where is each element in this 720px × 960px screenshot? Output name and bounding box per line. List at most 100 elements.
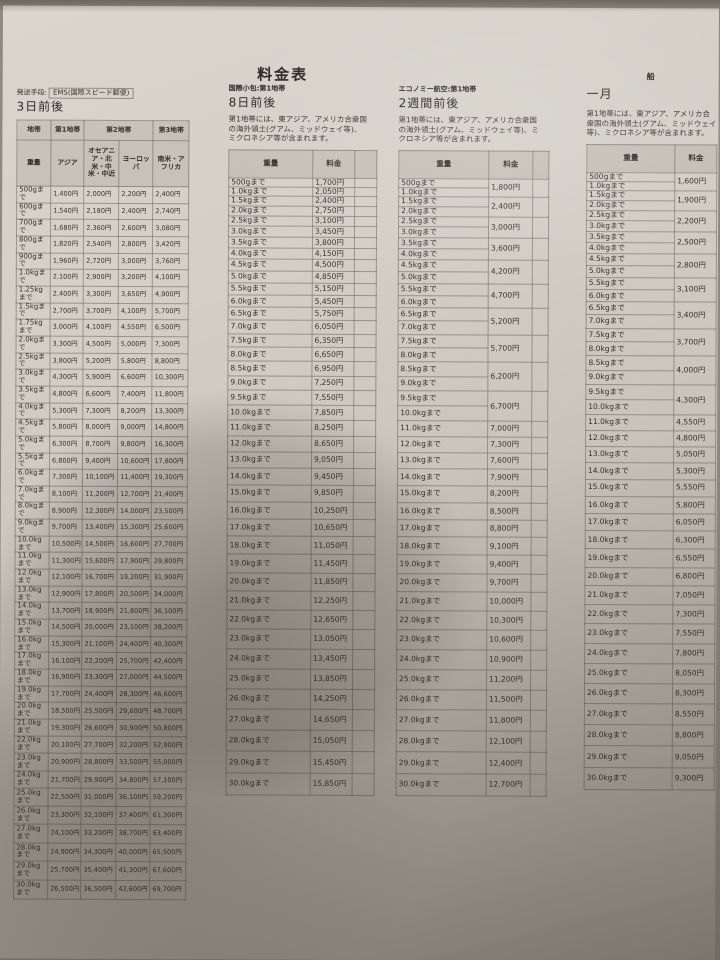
weight-cell: 8.0kgまで	[227, 347, 313, 362]
fee-cell: 5,550円	[673, 479, 716, 497]
weight-cell: 6.0kgまで	[586, 289, 675, 303]
weight-cell: 24.0kgまで	[226, 648, 311, 669]
ems-fee-cell: 8,700円	[82, 436, 118, 453]
table-row: 28.0kgまで 8,800円	[584, 724, 715, 747]
weight-cell: 12.0kgまで	[397, 436, 488, 453]
empty-cell	[531, 421, 548, 438]
ems-fee-cell: 18,500円	[48, 702, 82, 720]
empty-cell	[353, 361, 376, 377]
ems-fee-cell: 19,200円	[117, 569, 152, 587]
fee-cell: 8,800円	[487, 519, 532, 538]
weight-cell: 16.0kgまで	[397, 502, 488, 520]
empty-cell	[353, 502, 376, 520]
empty-cell	[354, 248, 377, 260]
ems-fee-cell: 1,820円	[50, 236, 84, 253]
table-row: 17.0kgまで 8,800円	[397, 519, 548, 538]
fee-cell: 6,300円	[673, 531, 716, 550]
ems-fee-cell: 13,300円	[151, 403, 189, 420]
table-row: 23.0kgまで 13,050円	[226, 629, 375, 650]
ems-fee-cell: 25,700円	[116, 652, 151, 670]
empty-cell	[353, 347, 377, 362]
page-title: 料金表	[257, 65, 309, 84]
table-row: 23.0kgまで 10,600円	[396, 629, 547, 651]
ems-fee-cell: 18,900円	[82, 602, 118, 620]
weight-cell: 22.0kgまで	[396, 610, 487, 631]
ems-fee-cell: 3,760円	[152, 253, 189, 271]
sea-zone-note: 第1地帯には、東アジア、アメリカ合衆国の海外領土(グアム、ミッドウェイ等)、ミク…	[586, 108, 717, 138]
ems-fee-cell: 11,800円	[152, 386, 189, 404]
weight-cell: 26.0kgまで	[396, 689, 487, 711]
table-row: 7.5kgまで 5,700円	[398, 334, 549, 363]
weight-cell: 13.0kgまで	[585, 446, 674, 463]
ems-weight-cell: 600gまで	[16, 202, 51, 220]
table-row: 21.0kgまで 19,300円 26,600円 30,900円 50,800円	[14, 719, 187, 737]
table-row: 5.5kgまで 5,150円	[228, 282, 377, 296]
ems-weight-cell: 18.0kgまで	[14, 669, 49, 686]
weight-cell: 19.0kgまで	[397, 554, 488, 574]
weight-cell: 14.0kgまで	[397, 468, 488, 486]
ems-fee-cell: 19,300円	[48, 719, 82, 737]
table-row: 8.0kgまで 6,650円	[227, 347, 377, 362]
ems-fee-cell: 35,400円	[80, 861, 117, 881]
fee-cell: 13,850円	[310, 668, 353, 690]
table-row: 28.0kgまで 12,100円	[396, 730, 547, 753]
fee-cell: 5,450円	[312, 295, 355, 308]
table-row: 5.0kgまで 4,850円	[228, 270, 377, 284]
empty-cell	[354, 334, 377, 348]
table-row: 21.0kgまで 10,000円	[396, 591, 547, 612]
table-row: 21.0kgまで 7,050円	[584, 585, 715, 606]
weight-cell: 26.0kgまで	[226, 688, 311, 710]
table-row: 13.0kgまで 12,900円 17,800円 20,500円 34,000円	[14, 585, 188, 604]
fee-cell: 4,150円	[312, 247, 355, 260]
fee-cell: 9,100円	[487, 537, 532, 556]
fee-cell: 6,550円	[673, 549, 716, 568]
weight-cell: 6.0kgまで	[228, 294, 313, 308]
empty-cell	[531, 334, 549, 363]
fee-cell: 2,400円	[488, 197, 533, 217]
empty-cell	[353, 452, 376, 469]
weight-cell: 3.0kgまで	[586, 220, 675, 232]
table-row: 2.0kgまで 2,750円	[228, 206, 377, 217]
table-row: 10.0kgまで 10,500円 14,500円 16,600円 27,700円	[15, 535, 188, 554]
table-row: 16.0kgまで 10,250円	[227, 501, 376, 520]
table-row: 7.5kgまで 6,350円	[228, 333, 377, 348]
empty-cell	[354, 283, 377, 296]
ems-fee-cell: 34,000円	[151, 586, 188, 604]
empty-cell	[531, 453, 548, 470]
weight-cell: 9.5kgまで	[585, 384, 674, 400]
fee-cell: 9,400円	[487, 555, 532, 574]
fee-cell: 7,550円	[672, 624, 715, 644]
table-row: 11.0kgまで 8,250円	[227, 420, 376, 437]
ems-weight-cell: 5.5kgまで	[15, 452, 50, 470]
table-row: 29.0kgまで 12,400円	[396, 752, 547, 775]
ems-weight-cell: 3.0kgまで	[15, 369, 50, 387]
table-row: 4.0kgまで 4,150円	[228, 247, 377, 260]
ems-fee-cell: 27,000円	[116, 669, 151, 687]
table-row: 地帯 第1地帯 第2地帯 第3地帯	[16, 120, 190, 141]
parcel-duration: 8日前後	[228, 95, 277, 110]
ems-fee-cell: 23,100円	[117, 619, 152, 637]
weight-cell: 15.0kgまで	[397, 485, 488, 503]
fee-cell: 5,150円	[312, 282, 355, 296]
empty-cell	[530, 752, 547, 775]
ems-fee-cell: 48,700円	[150, 702, 187, 720]
ems-fee-cell: 22,200円	[81, 652, 117, 670]
table-row: 28.0kgまで 24,900円 34,300円 40,000円 65,500円	[13, 842, 187, 862]
weight-cell: 3.0kgまで	[228, 225, 313, 237]
weight-cell: 11.0kgまで	[585, 414, 674, 431]
fee-cell: 10,600円	[486, 630, 531, 650]
table-row: 13.0kgまで 9,050円	[227, 451, 376, 469]
table-row: 13.0kgまで 5,050円	[585, 446, 716, 464]
fee-cell: 6,700円	[487, 391, 532, 422]
ems-zone-header-cell: 第3地帯	[153, 120, 190, 141]
table-row: 20.0kgまで 18,500円 25,500円 29,600円 48,700円	[14, 702, 187, 720]
weight-cell: 10.0kgまで	[227, 404, 312, 421]
weight-cell: 10.0kgまで	[397, 405, 488, 422]
weight-cell: 6.5kgまで	[398, 308, 489, 322]
ems-fee-cell: 8,000円	[82, 419, 118, 437]
weight-cell: 4.5kgまで	[586, 253, 675, 266]
weight-cell: 27.0kgまで	[226, 709, 311, 731]
table-row: 500gまで 1,400円 2,000円 2,200円 2,400円	[16, 186, 189, 204]
table-row: 30.0kgまで 12,700円	[396, 773, 547, 797]
table-row: 26.0kgまで 8,300円	[584, 683, 715, 705]
